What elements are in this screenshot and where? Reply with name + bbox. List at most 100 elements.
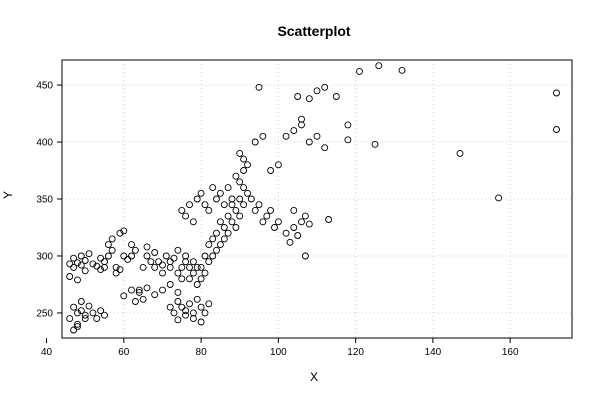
scatter-point [174, 269, 182, 277]
scatter-point [174, 298, 182, 305]
scatter-point [305, 220, 313, 228]
scatter-point [104, 252, 112, 260]
scatter-point [81, 267, 89, 275]
scatter-point [228, 218, 236, 226]
scatter-point [74, 276, 81, 284]
scatter-point [224, 184, 232, 192]
scatter-point [186, 300, 193, 308]
scatter-point [97, 307, 105, 315]
scatter-point [298, 115, 305, 123]
scatter-point [232, 206, 240, 214]
x-tick-label: 80 [196, 347, 208, 358]
scatter-point [301, 212, 309, 220]
scatter-point [244, 189, 251, 197]
scatter-point [143, 252, 151, 260]
scatter-point [236, 195, 244, 203]
scatter-point [267, 206, 275, 214]
scatter-point [166, 303, 174, 311]
scatter-point [259, 218, 267, 226]
scatter-point [251, 138, 259, 146]
y-tick-label: 350 [36, 195, 53, 206]
scatter-point [70, 263, 78, 271]
scatter-point [228, 195, 236, 203]
scatter-point [186, 201, 193, 209]
x-axis-label: X [310, 370, 318, 384]
scatter-point [182, 311, 190, 319]
scatter-point [209, 235, 217, 243]
scatter-point [189, 315, 197, 323]
scatter-point [294, 232, 302, 239]
scatter-point [274, 161, 282, 169]
scatter-point [189, 258, 197, 266]
scatter-point [495, 194, 503, 202]
data-points [66, 62, 560, 334]
scatter-point [89, 260, 97, 268]
scatter-point [263, 212, 271, 220]
scatter-point [240, 167, 248, 174]
scatter-point [178, 303, 186, 311]
scatter-point [553, 89, 560, 97]
scatter-point [77, 298, 85, 305]
scatter-point [247, 195, 255, 203]
scatter-point [93, 315, 101, 323]
scatter-point [74, 259, 81, 267]
scatter-point [189, 218, 197, 226]
scatter-point [205, 258, 213, 266]
scatter-point [321, 144, 329, 152]
scatter-point [112, 269, 120, 277]
scatter-point [93, 262, 101, 270]
scatter-point [74, 323, 81, 331]
scatter-point [344, 121, 352, 129]
scatter-point [282, 132, 290, 140]
scatter-point [356, 67, 363, 75]
scatter-point [66, 315, 74, 323]
x-tick-label: 60 [118, 347, 130, 358]
scatter-point [151, 291, 159, 299]
scatter-point [271, 224, 278, 231]
scatter-point [101, 263, 108, 271]
scatter-point [77, 261, 85, 269]
scatter-point [128, 252, 135, 260]
scatter-point [116, 266, 124, 274]
scatter-point [97, 266, 105, 274]
scatter-point [128, 241, 135, 249]
scatter-point [224, 212, 232, 220]
scatter-point [298, 218, 305, 226]
scatter-point [240, 155, 248, 163]
scatter-point [66, 260, 74, 268]
scatter-point [108, 235, 116, 243]
scatter-point [286, 238, 294, 246]
scatter-point [274, 218, 282, 226]
scatter-point [108, 246, 116, 254]
scatter-point [182, 252, 190, 260]
scatter-point [189, 269, 197, 277]
scatter-point [201, 252, 209, 260]
scatter-point [205, 241, 213, 249]
scatter-point [398, 66, 406, 74]
scatter-point [162, 252, 170, 260]
scatter-point [135, 286, 143, 294]
scatter-point [325, 216, 333, 223]
scatter-point [101, 311, 108, 319]
y-tick-label: 400 [36, 138, 53, 149]
scatter-point [305, 138, 313, 146]
scatter-point [456, 149, 464, 157]
scatter-point [301, 252, 309, 260]
scatter-point [209, 252, 217, 260]
scatter-point [124, 255, 132, 263]
scatter-point [216, 189, 224, 197]
scatter-point [220, 235, 228, 243]
scatter-point [182, 307, 190, 315]
scatter-point [236, 178, 244, 186]
scatter-point [240, 184, 248, 192]
x-tick-label: 100 [270, 347, 287, 358]
scatter-point [120, 252, 128, 260]
scatter-point [332, 93, 340, 100]
scatter-point [186, 263, 193, 271]
scatter-point [193, 195, 201, 203]
scatter-point [224, 229, 232, 237]
scatter-point [201, 269, 209, 277]
scatter-point [321, 83, 329, 91]
scatter-point [81, 311, 89, 319]
scatter-point [313, 132, 321, 140]
